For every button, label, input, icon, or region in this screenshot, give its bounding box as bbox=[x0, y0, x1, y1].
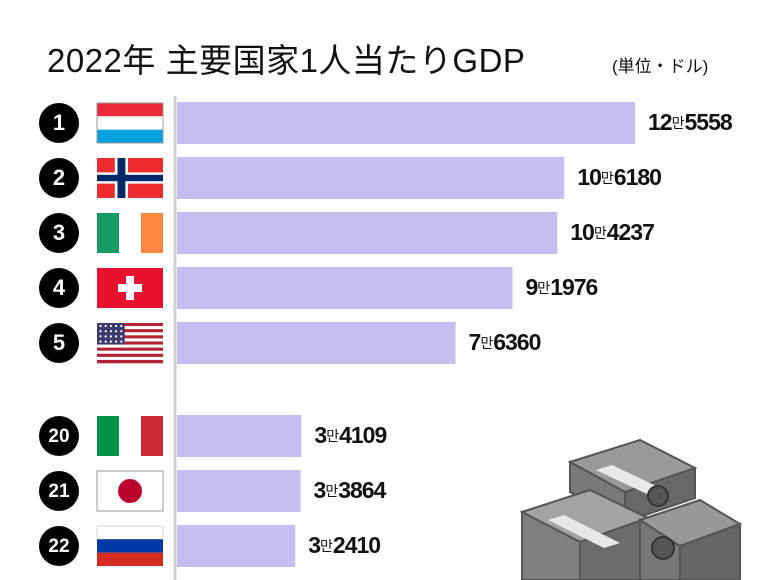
rank-badge bbox=[39, 471, 79, 511]
bar-norway bbox=[177, 157, 565, 199]
rank-number: 3 bbox=[53, 220, 65, 245]
flag-russia-icon bbox=[96, 525, 164, 566]
value-label: 12만5558 bbox=[648, 109, 733, 135]
rank-badge bbox=[39, 323, 79, 363]
value-label: 9만1976 bbox=[526, 274, 598, 300]
rank-number: 20 bbox=[48, 426, 69, 447]
bar-united-states bbox=[177, 322, 456, 364]
rank-number: 21 bbox=[48, 481, 70, 502]
bar-switzerland bbox=[177, 267, 513, 309]
rank-badge bbox=[39, 158, 79, 198]
bar-italy bbox=[177, 415, 302, 457]
value-label: 3만4109 bbox=[314, 422, 386, 448]
flag-united-states-icon bbox=[97, 323, 163, 364]
bar-luxembourg bbox=[177, 102, 635, 144]
rank-number: 5 bbox=[53, 330, 65, 355]
flag-ireland-icon bbox=[97, 213, 163, 253]
bar-russia bbox=[177, 525, 296, 567]
flag-norway-icon bbox=[97, 158, 163, 198]
flag-japan-icon bbox=[96, 470, 164, 512]
rank-badge bbox=[39, 526, 79, 566]
rank-number: 1 bbox=[53, 110, 65, 135]
rank-badge bbox=[39, 416, 79, 456]
value-label: 3만3864 bbox=[314, 477, 387, 503]
value-label: 10만4237 bbox=[570, 219, 654, 245]
rank-number: 22 bbox=[48, 536, 69, 557]
chart-title: 2022年 主要国家1人当たりGDP bbox=[47, 42, 526, 79]
bar-ireland bbox=[177, 212, 558, 254]
flag-switzerland-icon bbox=[97, 268, 163, 308]
value-label: 10만6180 bbox=[577, 164, 661, 190]
rank-badge bbox=[39, 103, 79, 143]
money-stack-illustration bbox=[519, 438, 743, 580]
rank-badge bbox=[39, 213, 79, 253]
unit-label: (単位・ドル) bbox=[612, 57, 709, 76]
rank-badge bbox=[39, 268, 79, 308]
flag-luxembourg-icon bbox=[96, 102, 164, 144]
rank-number: 2 bbox=[53, 165, 65, 190]
value-label: 7만6360 bbox=[469, 329, 541, 355]
value-label: 3만2410 bbox=[308, 532, 380, 558]
rank-number: 4 bbox=[53, 275, 66, 300]
bar-japan bbox=[177, 470, 301, 512]
flag-italy-icon bbox=[97, 416, 163, 456]
